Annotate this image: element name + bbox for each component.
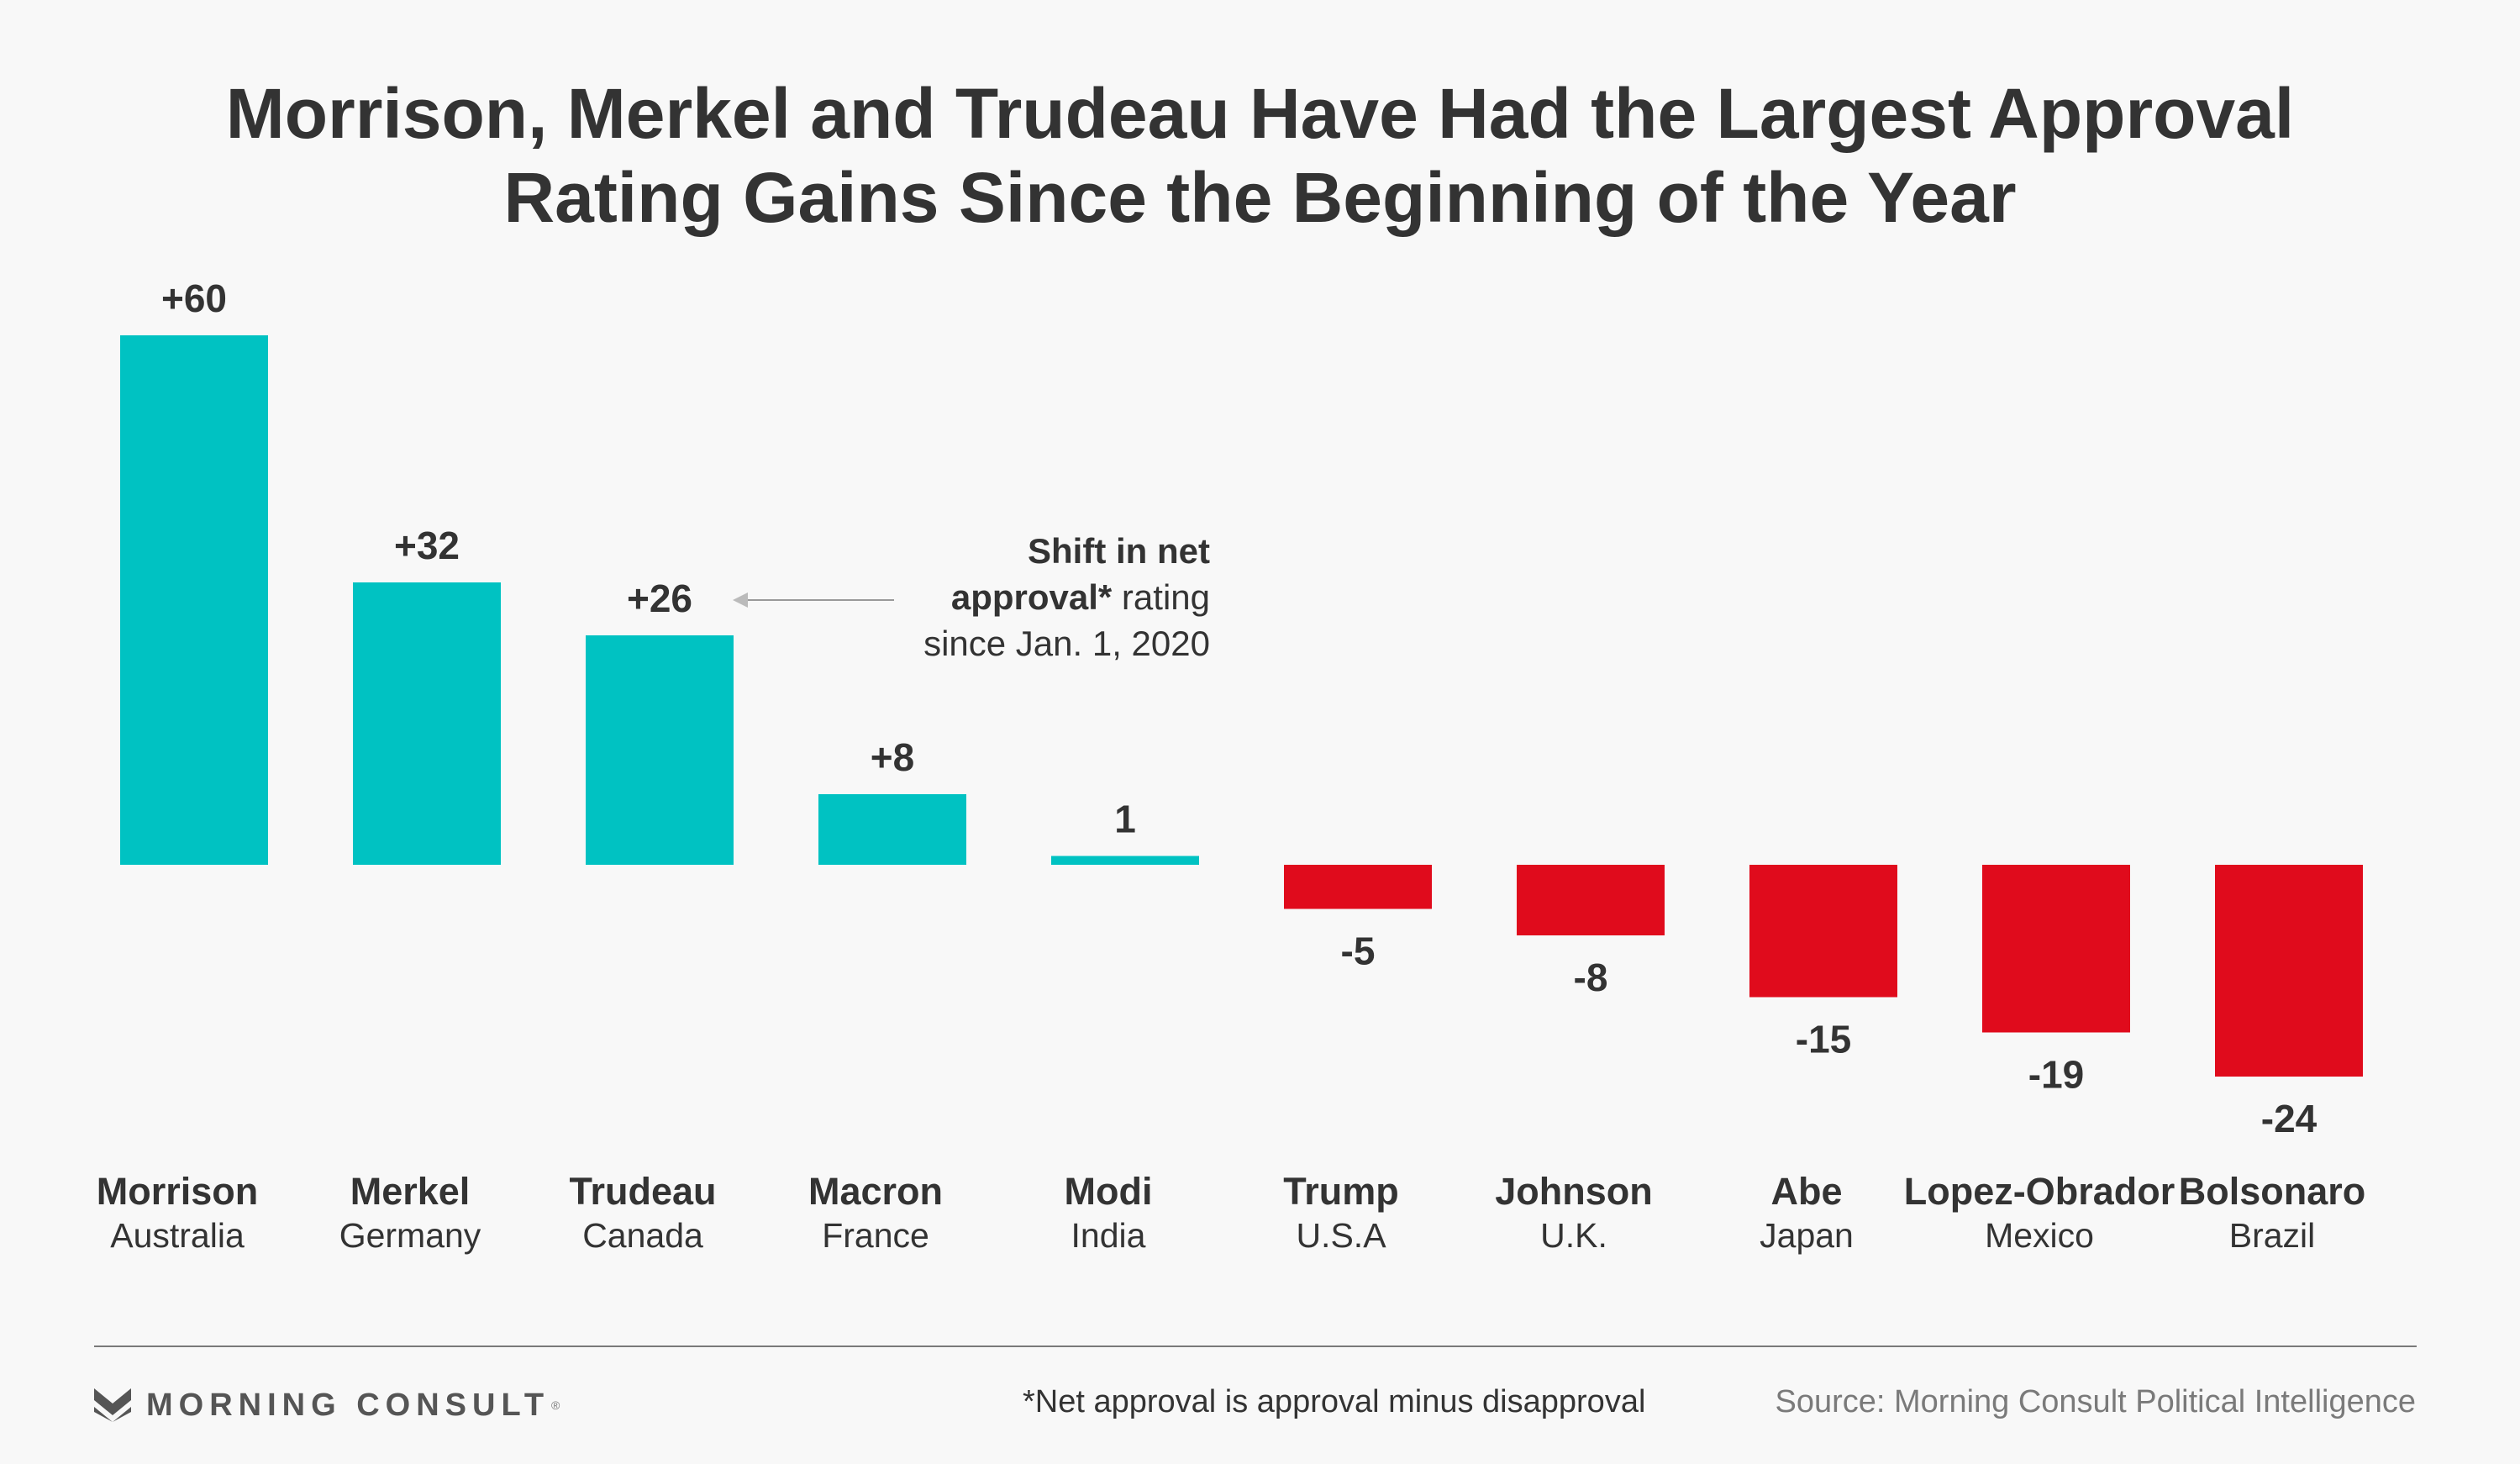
bar-merkel [353, 582, 501, 865]
bar-macron [818, 794, 966, 865]
chart-annotation: Shift in net approval* rating since Jan.… [823, 528, 1210, 666]
category-label-trudeau: Trudeau [569, 1170, 716, 1213]
country-label-johnson: U.K. [1540, 1216, 1607, 1255]
bar-johnson [1517, 865, 1665, 935]
footnote: *Net approval is approval minus disappro… [1023, 1384, 1646, 1419]
logo-wordmark: MORNING CONSULT [146, 1387, 550, 1423]
category-label-modi: Modi [1065, 1170, 1153, 1213]
data-label-macron: +8 [871, 735, 914, 779]
data-label-lopez-obrador: -19 [2028, 1053, 2084, 1097]
category-label-trump: Trump [1283, 1170, 1399, 1213]
category-label-bolsonaro: Bolsonaro [2179, 1170, 2366, 1213]
chart-title: Morrison, Merkel and Trudeau Have Had th… [0, 71, 2520, 240]
country-label-trudeau: Canada [582, 1216, 703, 1255]
data-label-trudeau: +26 [627, 577, 692, 620]
morning-consult-logo: MORNING CONSULT ® [94, 1385, 560, 1425]
annotation-line-3: since Jan. 1, 2020 [923, 624, 1210, 663]
data-label-modi: 1 [1114, 798, 1136, 841]
bar-morrison [120, 335, 268, 865]
country-label-merkel: Germany [339, 1216, 481, 1255]
category-label-johnson: Johnson [1495, 1170, 1653, 1213]
data-label-abe: -15 [1796, 1018, 1851, 1061]
bar-trudeau [586, 635, 734, 865]
annotation-line-2-rest: rating [1112, 577, 1210, 617]
annotation-line-2-bold: approval* [950, 577, 1113, 617]
source-note: Source: Morning Consult Political Intell… [1775, 1384, 2416, 1419]
bar-lopez-obrador [1982, 865, 2130, 1033]
logo-trademark: ® [551, 1398, 560, 1412]
bar-bolsonaro [2215, 865, 2363, 1077]
category-label-macron: Macron [808, 1170, 943, 1213]
bar-abe [1749, 865, 1897, 998]
annotation-line-1: Shift in net [1028, 531, 1210, 571]
data-label-bolsonaro: -24 [2261, 1097, 2317, 1140]
annotation-arrow-icon [733, 592, 894, 608]
category-label-lopez-obrador: Lopez-Obrador [1904, 1170, 2175, 1213]
country-label-bolsonaro: Brazil [2229, 1216, 2316, 1255]
category-label-merkel: Merkel [350, 1170, 471, 1213]
country-label-abe: Japan [1760, 1216, 1854, 1255]
data-label-johnson: -8 [1574, 956, 1608, 999]
country-label-macron: France [822, 1216, 929, 1255]
chart-title-line-2: Rating Gains Since the Beginning of the … [503, 158, 2017, 237]
category-label-abe: Abe [1770, 1170, 1842, 1213]
country-label-lopez-obrador: Mexico [1985, 1216, 2094, 1255]
data-label-merkel: +32 [394, 524, 460, 567]
country-label-morrison: Australia [110, 1216, 245, 1255]
country-label-modi: India [1071, 1216, 1146, 1255]
data-label-morrison: +60 [161, 276, 227, 320]
bar-modi [1051, 856, 1199, 865]
morning-consult-chevron-icon [94, 1388, 131, 1422]
chart-title-line-1: Morrison, Merkel and Trudeau Have Had th… [225, 74, 2295, 153]
bar-trump [1284, 865, 1432, 909]
data-label-trump: -5 [1341, 929, 1376, 973]
country-label-trump: U.S.A [1296, 1216, 1386, 1255]
category-label-morrison: Morrison [97, 1170, 259, 1213]
footer-divider [94, 1346, 2417, 1347]
